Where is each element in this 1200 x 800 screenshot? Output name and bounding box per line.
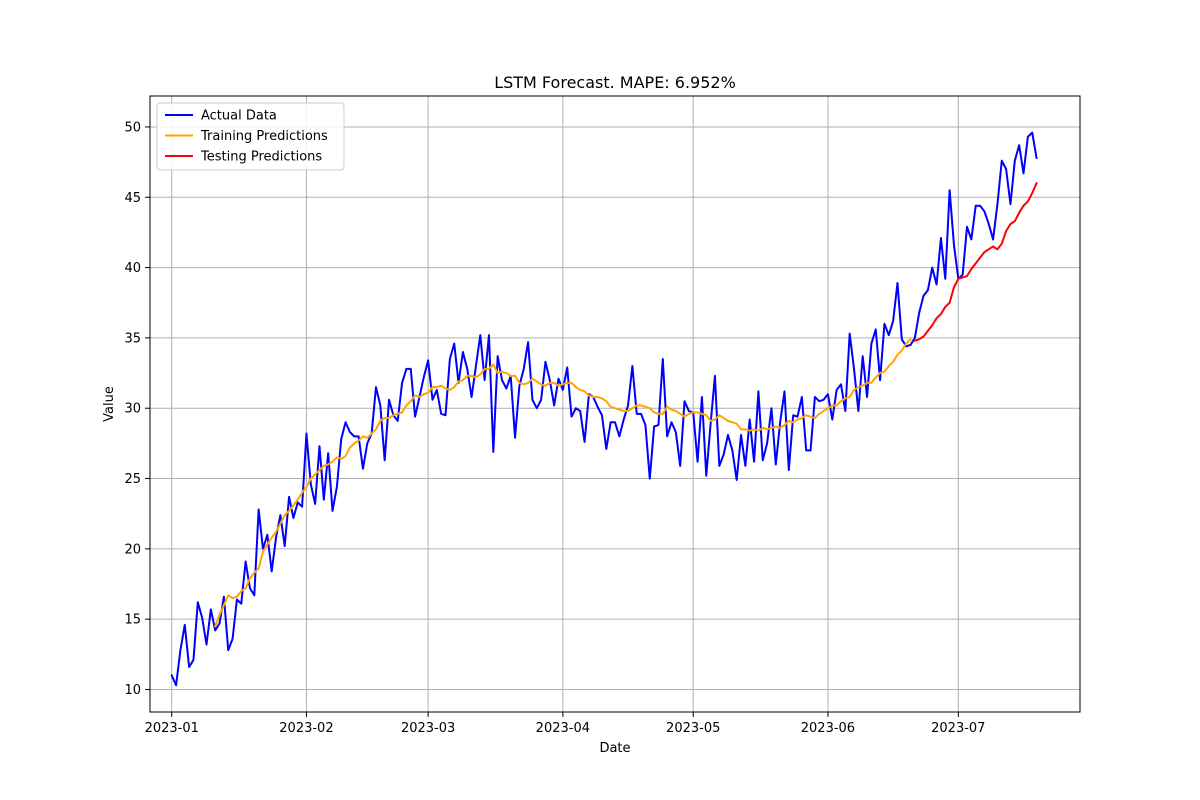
x-axis-label: Date [599,741,630,756]
y-tick-label: 30 [124,402,141,417]
x-tick-label: 2023-05 [666,721,720,736]
legend: Actual Data Training Predictions Testing P… [156,102,345,171]
y-axis: 10 15 20 25 30 35 40 45 50 [124,120,150,698]
x-axis: 2023-01 2023-02 2023-03 2023-04 2023-05 2023-… [145,712,985,736]
y-tick-label: 50 [124,120,141,135]
grid [150,96,1080,712]
training-predictions-line [213,337,912,628]
x-tick-label: 2023-07 [931,721,985,736]
x-tick-label: 2023-01 [145,721,199,736]
y-tick-label: 15 [124,613,141,628]
x-tick-label: 2023-04 [536,721,590,736]
plot-area [170,131,1038,687]
legend-label-training-predictions: Training Predictions [200,129,328,144]
actual-data-line [170,131,1038,687]
chart-title: LSTM Forecast. MAPE: 6.952% [494,73,736,92]
x-tick-label: 2023-02 [279,721,333,736]
axes-frame [149,95,1081,713]
y-tick-label: 25 [124,472,141,487]
y-axis-label: Value [102,386,117,422]
y-tick-label: 40 [124,261,141,276]
y-tick-label: 20 [124,542,141,557]
legend-label-actual-data: Actual Data [201,109,277,124]
x-tick-label: 2023-06 [801,721,855,736]
y-tick-label: 10 [124,683,141,698]
testing-predictions-line [913,181,1038,342]
y-tick-label: 45 [124,191,141,206]
x-tick-label: 2023-03 [401,721,455,736]
legend-label-testing-predictions: Testing Predictions [200,150,322,165]
legend-box [156,102,345,171]
y-tick-label: 35 [124,331,141,346]
